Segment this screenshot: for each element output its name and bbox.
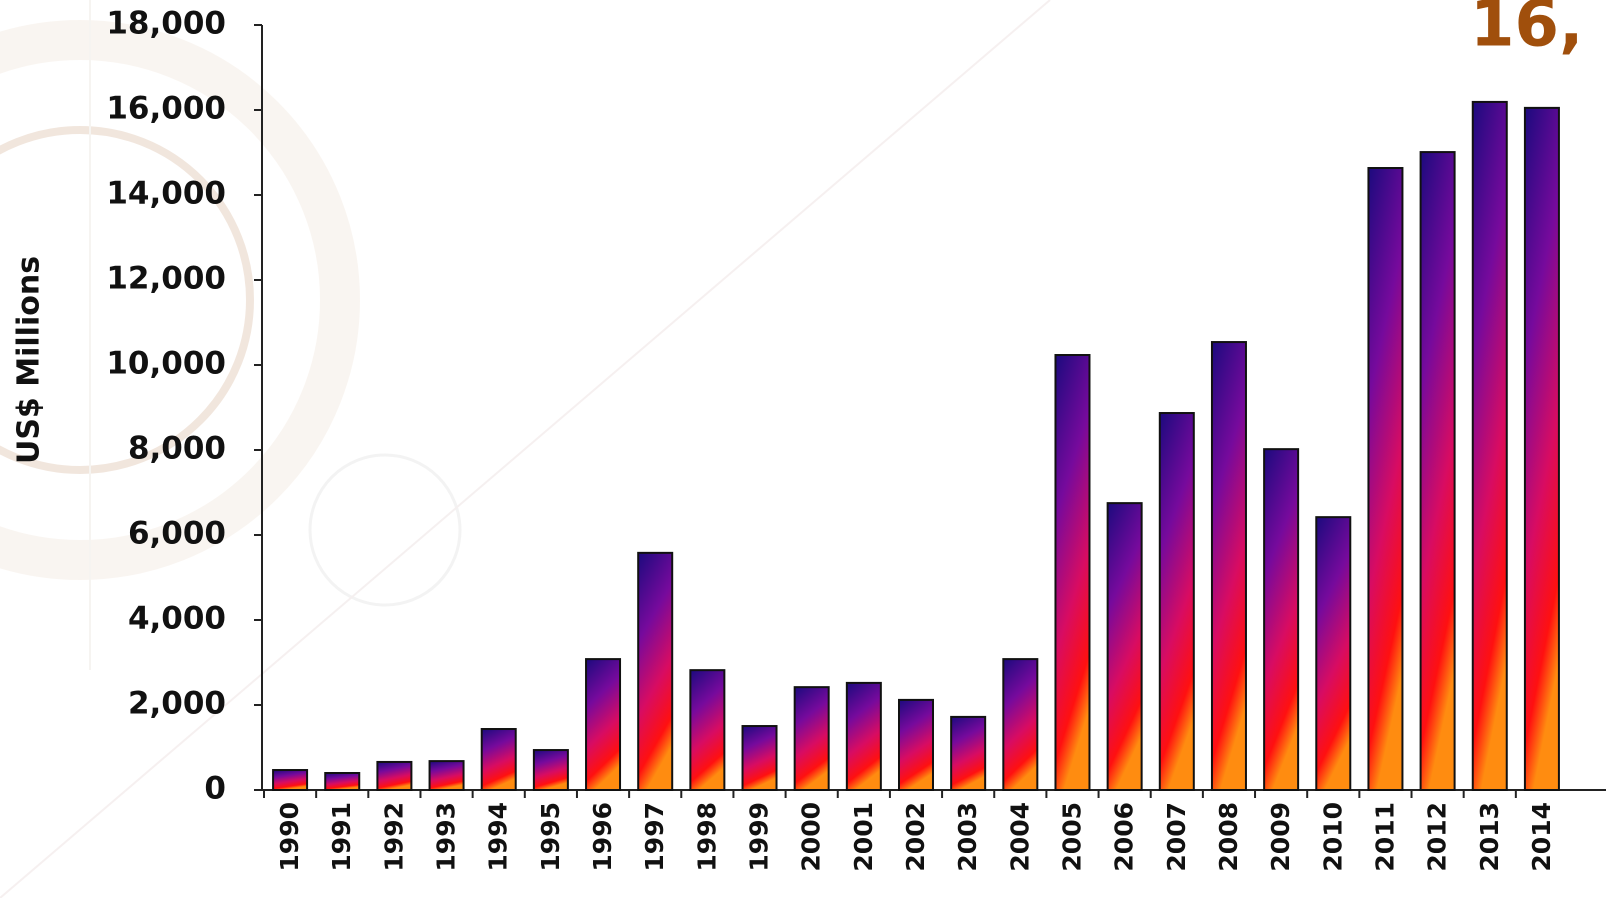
x-tick-label: 1999 <box>745 802 774 872</box>
x-tick-label: 2008 <box>1214 802 1243 872</box>
bar <box>1054 354 1091 791</box>
bar <box>1367 167 1404 791</box>
background-decoration <box>0 0 1051 898</box>
x-tick-label: 1991 <box>327 802 356 872</box>
x-tick-label: 2004 <box>1005 802 1034 872</box>
bar <box>1523 106 1560 791</box>
bar <box>1471 100 1508 792</box>
x-tick-label: 2006 <box>1110 802 1139 872</box>
bar <box>1210 341 1247 791</box>
x-tick-label: 2010 <box>1318 802 1347 872</box>
bar <box>1315 516 1352 792</box>
x-tick-label: 2000 <box>797 802 826 872</box>
x-tick-label: 2014 <box>1527 802 1556 872</box>
y-tick-label: 6,000 <box>128 516 226 552</box>
x-tick-label: 1990 <box>275 802 304 872</box>
x-tick-label: 2011 <box>1370 802 1399 872</box>
bar <box>1002 658 1039 791</box>
bar <box>428 760 465 791</box>
x-tick-label: 2007 <box>1162 802 1191 872</box>
bar <box>741 725 778 791</box>
bar <box>1263 448 1300 791</box>
bar <box>1106 502 1143 791</box>
y-tick-label: 14,000 <box>106 176 226 212</box>
bar <box>272 769 309 792</box>
y-tick-label: 16,000 <box>106 91 226 127</box>
y-tick-label: 4,000 <box>128 601 226 637</box>
x-tick-label: 1998 <box>692 802 721 872</box>
x-tick-label: 1997 <box>640 802 669 872</box>
y-tick-label: 8,000 <box>128 431 226 467</box>
bar <box>1419 151 1456 791</box>
bar <box>480 728 517 792</box>
bar <box>585 658 622 791</box>
x-tick-label: 1995 <box>536 802 565 872</box>
bar <box>376 760 413 792</box>
annotation: 16, <box>1470 0 1583 62</box>
y-tick-label: 0 <box>204 771 226 807</box>
bar <box>532 749 569 791</box>
bar <box>637 551 674 791</box>
x-tick-label: 2003 <box>953 802 982 872</box>
bar <box>1158 412 1195 791</box>
bar <box>898 698 934 792</box>
x-tick-label: 1992 <box>379 802 408 872</box>
x-tick-label: 1994 <box>484 802 513 872</box>
y-tick-label: 2,000 <box>128 686 226 722</box>
x-tick-label: 2012 <box>1423 802 1452 872</box>
x-tick-label: 1993 <box>432 802 461 872</box>
x-tick-label: 2009 <box>1266 802 1295 872</box>
bar <box>950 715 987 792</box>
x-tick-label: 1996 <box>588 802 617 872</box>
y-axis-label: US$ Millions <box>12 256 47 464</box>
x-tick-label: 2002 <box>901 802 930 872</box>
bar <box>324 772 361 791</box>
y-tick-label: 18,000 <box>106 6 226 42</box>
x-tick-label: 2005 <box>1057 802 1086 872</box>
bar <box>845 681 882 792</box>
y-tick-label: 12,000 <box>106 261 226 297</box>
bar <box>793 686 830 792</box>
x-tick-label: 2013 <box>1475 802 1504 872</box>
y-tick-label: 10,000 <box>106 346 226 382</box>
bar <box>689 669 726 792</box>
x-tick-label: 2001 <box>849 802 878 872</box>
